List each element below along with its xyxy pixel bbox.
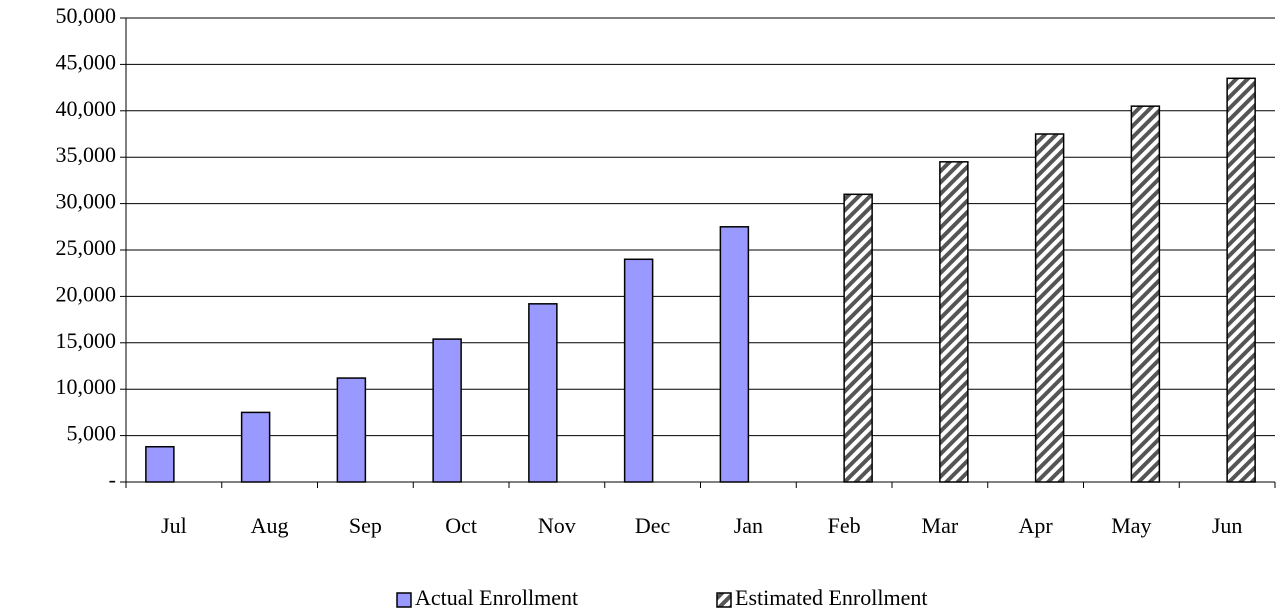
bar (719, 226, 750, 483)
y-tick-label: 35,000 (56, 142, 117, 167)
x-tick-label: Apr (1019, 513, 1054, 538)
legend-swatch (716, 592, 732, 608)
bar (623, 258, 654, 483)
legend-label: Estimated Enrollment (735, 585, 927, 610)
x-tick-label: Oct (445, 513, 477, 538)
bar (1034, 133, 1065, 483)
legend-label: Actual Enrollment (415, 585, 578, 610)
bar (432, 338, 462, 483)
y-tick-label: - (109, 467, 116, 492)
x-tick-label: Nov (538, 513, 576, 538)
bar (145, 445, 175, 483)
bar (528, 303, 558, 483)
bar (240, 411, 271, 483)
y-tick-label: 40,000 (56, 96, 117, 121)
y-tick-label: 50,000 (56, 3, 117, 28)
x-tick-label: Dec (635, 513, 671, 538)
y-tick-label: 45,000 (56, 49, 117, 74)
x-tick-label: Jan (734, 513, 763, 538)
y-tick-label: 30,000 (56, 189, 117, 214)
x-tick-label: Sep (349, 513, 382, 538)
y-tick-label: 5,000 (67, 421, 117, 446)
y-tick-label: 15,000 (56, 328, 117, 353)
x-tick-label: Feb (828, 513, 861, 538)
y-tick-label: 25,000 (56, 235, 117, 260)
bar (1130, 105, 1161, 483)
x-tick-label: May (1111, 513, 1151, 538)
x-tick-label: Jul (161, 513, 187, 538)
x-tick-label: Aug (251, 513, 289, 538)
x-tick-label: Mar (922, 513, 959, 538)
y-tick-label: 10,000 (56, 374, 117, 399)
bar (939, 161, 969, 483)
bar (843, 193, 873, 483)
y-tick-label: 20,000 (56, 281, 117, 306)
legend-swatch (396, 592, 412, 608)
x-tick-label: Jun (1212, 513, 1243, 538)
bar (336, 377, 367, 483)
bar (1226, 77, 1256, 483)
